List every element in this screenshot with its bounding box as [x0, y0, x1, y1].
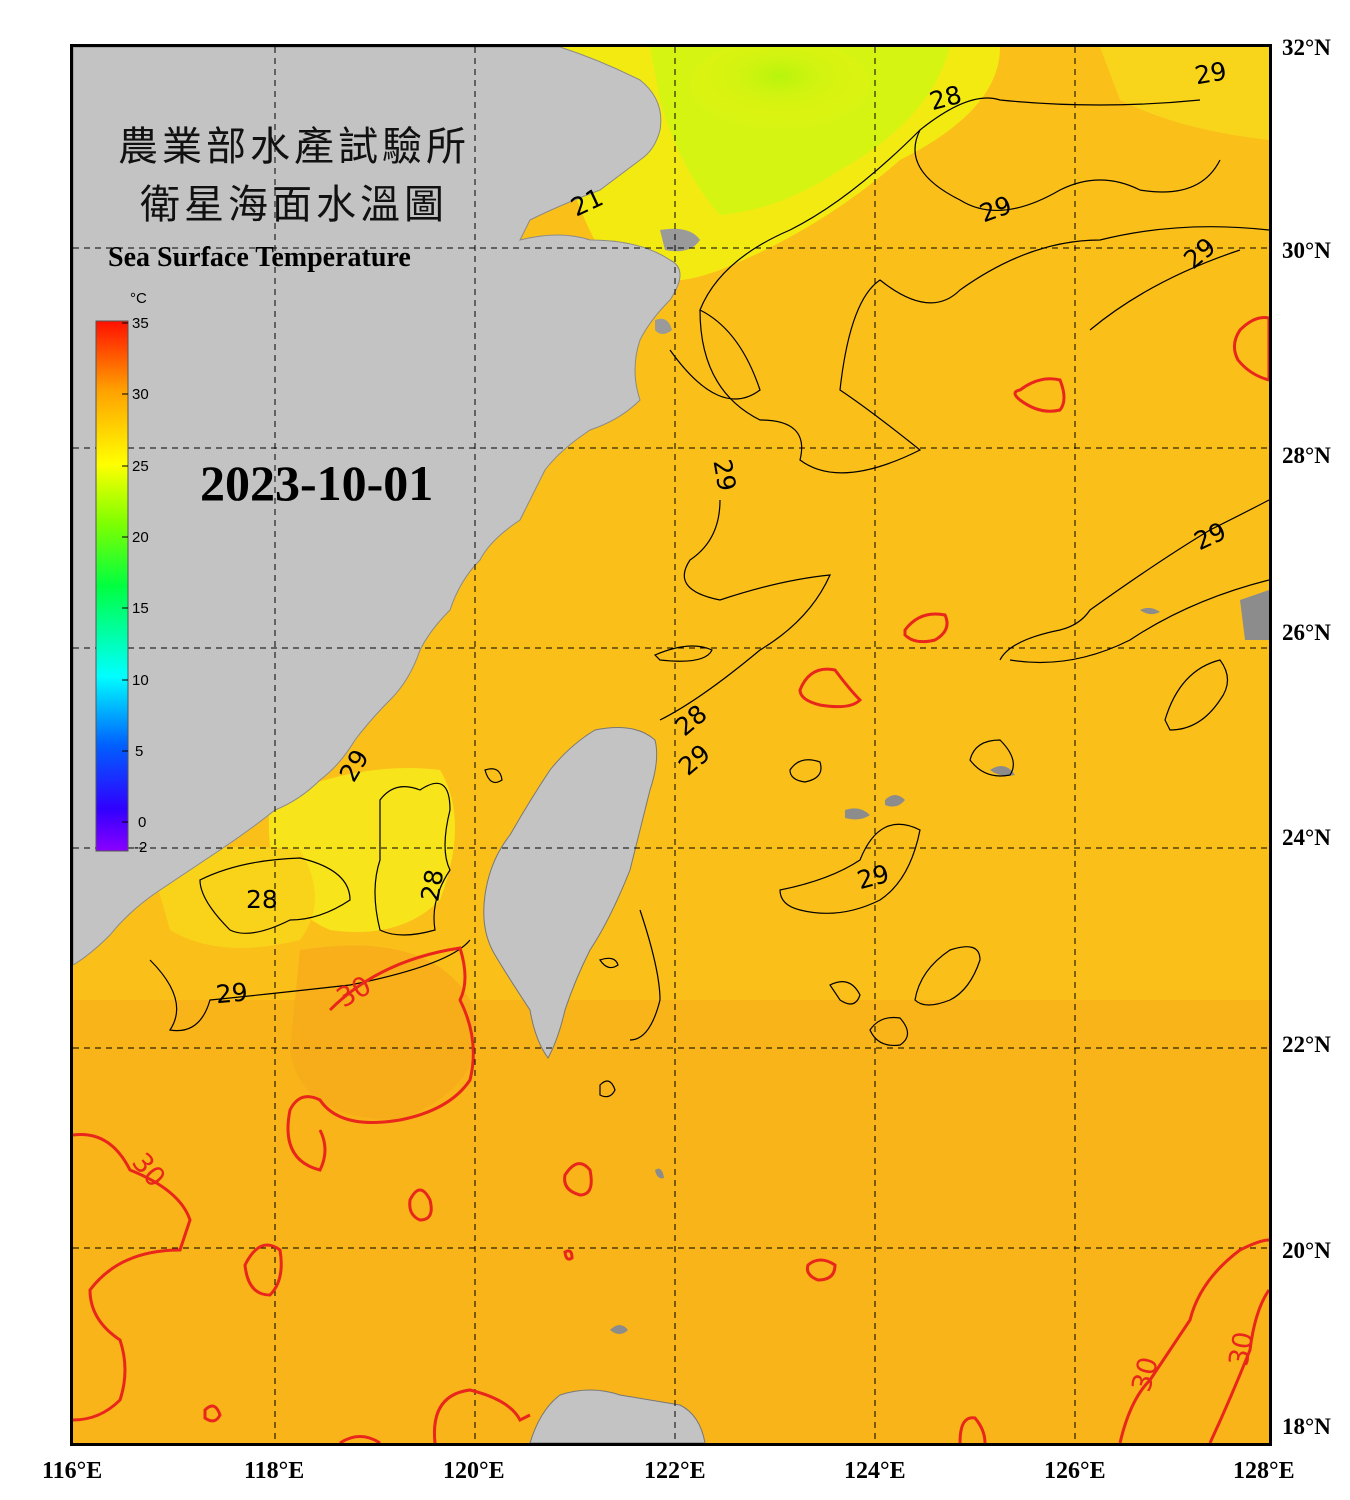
colorbar-unit: °C — [130, 290, 147, 307]
title-en: Sea Surface Temperature — [108, 242, 411, 273]
sea-coldest-patch — [690, 47, 870, 130]
colorbar-tick: 30 — [132, 386, 149, 403]
sea-warm-south — [73, 1000, 1269, 1443]
lat-label-20: 20°N — [1282, 1238, 1331, 1263]
colorbar-tick: -2 — [134, 839, 147, 856]
contour-label: 28 — [415, 867, 449, 903]
lon-label-120: 120°E — [443, 1458, 505, 1484]
land-islet-5 — [610, 1325, 628, 1334]
lat-label-18: 18°N — [1282, 1414, 1331, 1439]
lon-label-122: 122°E — [644, 1458, 706, 1484]
sea-warm-patch — [290, 945, 477, 1120]
contour-label: 29 — [215, 978, 249, 1010]
land-islet-1 — [845, 808, 870, 820]
sea-mid-coast — [150, 846, 315, 948]
lat-label-22: 22°N — [1282, 1032, 1331, 1057]
lon-label-116: 116°E — [42, 1458, 102, 1484]
land-islet-3 — [990, 766, 1015, 776]
colorbar-tick: 20 — [132, 529, 149, 546]
sea-mid-ne — [1100, 47, 1269, 140]
land-ryukyu — [1240, 590, 1269, 640]
lat-label-28: 28°N — [1282, 443, 1331, 468]
lon-label-118: 118°E — [244, 1458, 304, 1484]
contour-label: 30 — [1224, 1329, 1260, 1368]
title-org: 農業部水產試驗所 — [118, 124, 470, 170]
colorbar-tick: 15 — [132, 600, 149, 617]
lat-label-32: 32°N — [1282, 35, 1331, 60]
land-islet-6 — [655, 1168, 664, 1179]
land-luzon — [529, 1389, 706, 1443]
colorbar-gradient — [95, 320, 129, 852]
lon-label-126: 126°E — [1044, 1458, 1106, 1484]
contour-label: 29 — [1192, 56, 1228, 90]
land-mainland — [73, 47, 681, 966]
lon-axis: 116°E 118°E 120°E 122°E 124°E 126°E 128°… — [42, 1458, 1295, 1484]
title-map: 衛星海面水溫圖 — [140, 182, 448, 228]
colorbar: °C 35 30 25 20 15 10 5 0 -2 — [95, 290, 149, 856]
lon-label-124: 124°E — [844, 1458, 906, 1484]
land-islet-2 — [885, 795, 905, 807]
lat-label-30: 30°N — [1282, 238, 1331, 263]
colorbar-tick: 35 — [132, 315, 149, 332]
colorbar-tick: 25 — [132, 458, 149, 475]
colorbar-tick: 10 — [132, 672, 149, 689]
lat-label-24: 24°N — [1282, 825, 1331, 850]
contours-black — [149, 97, 1269, 1098]
date-label: 2023-10-01 — [200, 455, 433, 511]
sea-cool-strait — [268, 768, 455, 932]
colorbar-tick: 5 — [135, 743, 143, 760]
land-islet-4 — [1140, 607, 1160, 615]
land-taiwan — [483, 727, 658, 1059]
lat-axis: 32°N 30°N 28°N 26°N 24°N 22°N 20°N 18°N — [1282, 35, 1331, 1439]
colorbar-tick: 0 — [138, 814, 146, 831]
graticule — [73, 47, 1269, 1443]
lon-label-128: 128°E — [1233, 1458, 1295, 1484]
contour-label: 28 — [246, 885, 278, 914]
contour-label: 29 — [707, 457, 741, 493]
land-islet-7 — [655, 318, 672, 334]
contours-red — [73, 316, 1269, 1443]
colorbar-ticks — [122, 322, 128, 823]
lat-label-26: 26°N — [1282, 620, 1331, 645]
land-zhoushan — [660, 228, 700, 252]
